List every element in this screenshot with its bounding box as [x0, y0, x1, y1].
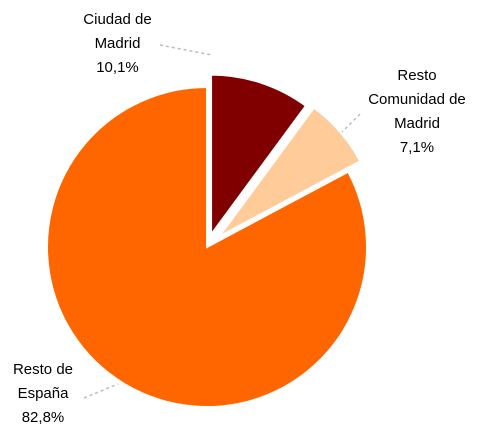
- pie-slice: [218, 106, 362, 238]
- leader-line: [341, 113, 361, 133]
- pie-slice: [210, 73, 308, 238]
- leader-line: [83, 383, 119, 399]
- slice-label: Ciudad de Madrid 10,1%: [70, 8, 165, 80]
- leader-line: [159, 44, 213, 56]
- pie-slice: [46, 85, 368, 408]
- slice-label: Resto Comunidad de Madrid 7,1%: [360, 64, 474, 160]
- value-label: 7,1%: [399, 139, 435, 156]
- category-label: Ciudad de Madrid: [83, 11, 152, 52]
- category-label: Resto Comunidad de Madrid: [368, 67, 466, 132]
- slice-label: Resto de España 82,8%: [4, 358, 82, 428]
- value-label: 82,8%: [21, 409, 65, 426]
- value-label: 10,1%: [96, 59, 139, 76]
- category-label: Resto de España: [12, 361, 74, 402]
